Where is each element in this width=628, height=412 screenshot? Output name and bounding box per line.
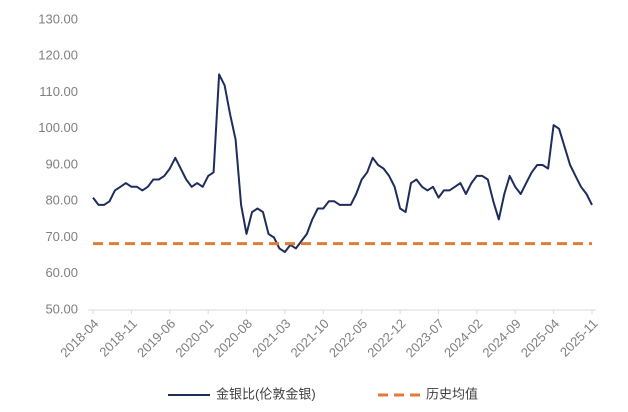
- y-tick-label: 100.00: [38, 120, 78, 135]
- y-tick-label: 70.00: [45, 229, 78, 244]
- x-tick-label: 2022-05: [326, 316, 370, 360]
- y-tick-label: 60.00: [45, 265, 78, 280]
- x-tick-label: 2020-08: [211, 316, 255, 360]
- x-tick-label: 2018-04: [57, 316, 101, 360]
- y-tick-label: 110.00: [39, 84, 78, 99]
- y-tick-label: 130.00: [38, 11, 78, 26]
- data-line: [92, 73, 593, 253]
- y-tick-label: 90.00: [45, 156, 78, 171]
- y-tick-label: 50.00: [45, 301, 78, 316]
- x-tick-label: 2021-10: [288, 316, 332, 360]
- x-tick-label: 2025-04: [518, 316, 562, 360]
- y-tick-label: 120.00: [38, 48, 78, 63]
- legend: 金银比(伦敦金银) 历史均值: [168, 386, 478, 401]
- x-tick-label: 2022-12: [364, 316, 408, 360]
- legend-label: 历史均值: [426, 386, 478, 401]
- x-tick-label: 2021-03: [249, 316, 293, 360]
- y-tick-label: 80.00: [45, 193, 78, 208]
- x-tick-label: 2020-01: [172, 316, 216, 360]
- legend-label: 金银比(伦敦金银): [216, 386, 316, 401]
- x-tick-label: 2019-06: [134, 316, 178, 360]
- x-tick-label: 2023-07: [403, 316, 447, 360]
- x-tick-label: 2018-11: [96, 316, 140, 360]
- x-tick-label: 2024-09: [479, 316, 523, 360]
- x-tick-label: 2025-11: [557, 316, 601, 360]
- x-tick-label: 2024-02: [441, 316, 485, 360]
